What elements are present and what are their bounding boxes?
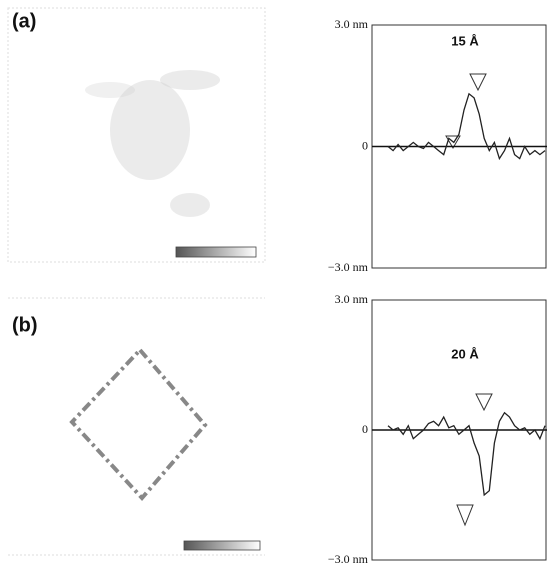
y-tick-label: 3.0 nm [335, 292, 369, 306]
height-profile [387, 92, 546, 161]
annotation: 15 Å [451, 33, 479, 48]
y-tick-label: 0 [362, 138, 368, 152]
image-a [7, 7, 266, 263]
panel-label: (a) [12, 10, 36, 32]
y-tick-label: −3.0 nm [328, 552, 369, 565]
y-tick-label: 3.0 nm [335, 17, 369, 31]
markers [445, 73, 493, 527]
y-tick-label: −3.0 nm [328, 260, 369, 274]
image-b [8, 297, 265, 556]
annotation: 20 Å [451, 346, 479, 361]
y-tick-label: 0 [362, 422, 368, 436]
height-profile [387, 411, 546, 497]
panel-label: (b) [12, 314, 38, 336]
